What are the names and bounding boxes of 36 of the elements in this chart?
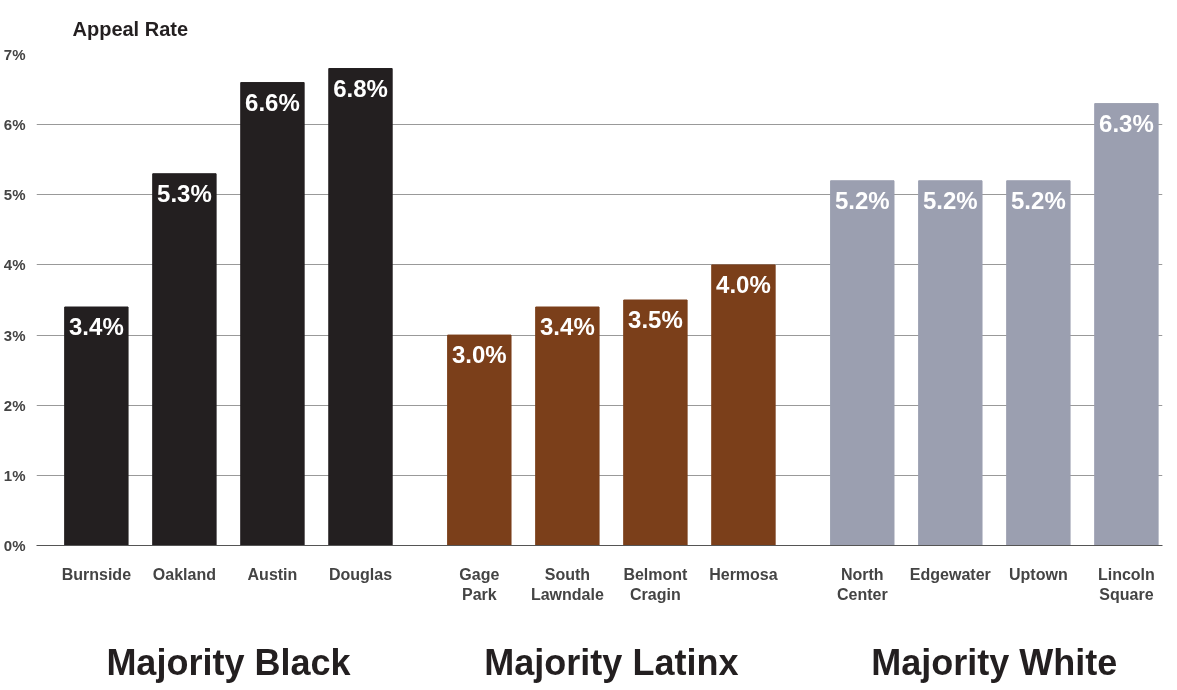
y-tick-label: 7% [3,46,26,63]
text: Majority Black [106,641,352,683]
x-tick-label: Douglas [328,565,393,583]
x-tick-label: Lincoln Square [1097,565,1155,603]
y-tick-label: 3% [3,326,26,344]
x-tick-label: Belmont Cragin [623,565,689,603]
y-tick-label: 4% [3,256,26,274]
data-label: 5.2% [922,186,978,214]
x-tick-label: Uptown [1009,565,1068,583]
x-tick-label: Austin [247,565,298,583]
y-tick-label: 0% [3,537,26,554]
text: Majority White [871,641,1118,683]
y-tick-label: 1% [3,466,26,484]
data-label: 3.4% [69,313,124,341]
x-tick-label: Gage Park [459,565,500,603]
data-label: 5.2% [834,186,890,214]
data-label: 3.5% [628,306,683,333]
y-tick-label: 6% [3,116,26,134]
x-tick-label: Oakland [152,565,216,583]
data-label: 6.3% [1099,109,1154,137]
y-tick-label: 2% [3,396,26,414]
data-label: 5.3% [157,179,212,207]
x-tick-label: Burnside [61,565,132,583]
x-tick-label: North Center [836,565,888,603]
data-label: 3.0% [451,341,507,369]
x-tick-label: Hermosa [709,565,778,583]
y-tick-label: 5% [3,186,26,204]
y-axis-title: Appeal Rate [72,17,189,40]
x-tick-label: Edgewater [909,565,991,583]
x-tick-label: South Lawndale [530,565,604,603]
data-label: 6.8% [333,74,388,102]
data-label: 4.0% [716,270,771,298]
text: Majority Latinx [484,641,739,683]
data-label: 3.4% [540,313,595,341]
data-label: 6.6% [245,88,300,116]
data-label: 5.2% [1011,186,1066,214]
